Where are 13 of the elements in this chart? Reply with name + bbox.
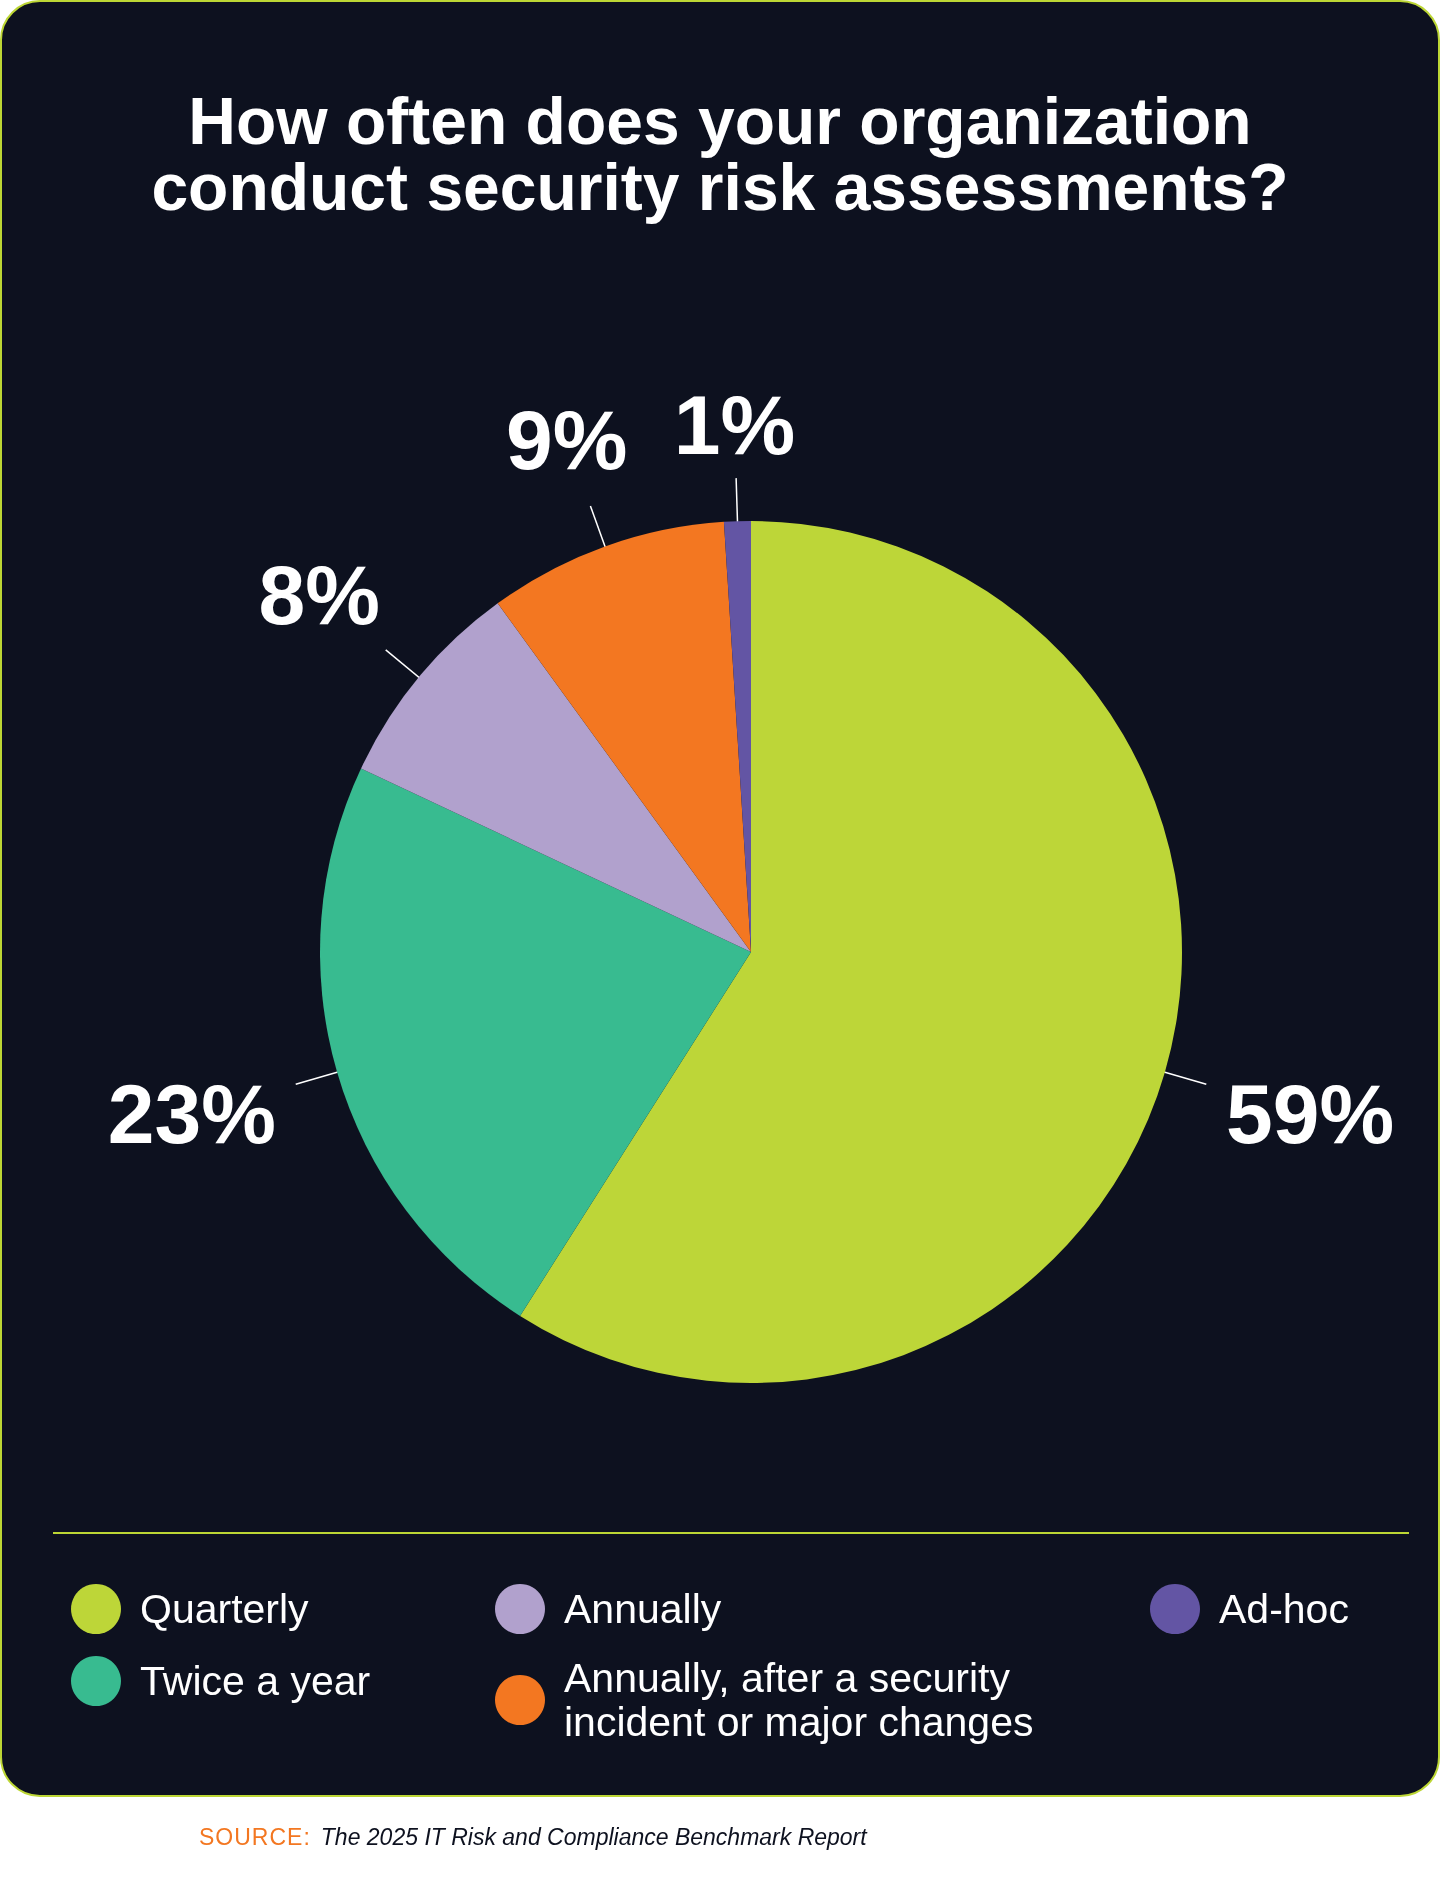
data-label: 9% — [505, 392, 628, 487]
data-label: 59% — [1226, 1067, 1395, 1162]
legend-label: Twice a year — [140, 1658, 371, 1704]
legend-label: Ad-hoc — [1219, 1586, 1349, 1632]
legend-label: Annually — [564, 1586, 722, 1632]
legend-label: Quarterly — [140, 1586, 310, 1632]
text: The 2025 IT Risk and Compliance Benchmark Report — [320, 1824, 867, 1850]
data-label: 8% — [258, 547, 380, 642]
data-label: 23% — [107, 1067, 276, 1162]
chart-title: How often does your organization conduct security risk assessments? — [150, 84, 1290, 224]
data-label: 1% — [673, 377, 796, 472]
source-note: SOURCE: — [199, 1824, 311, 1850]
legend-label: Annually, after a security incident or major changes — [564, 1655, 1034, 1745]
